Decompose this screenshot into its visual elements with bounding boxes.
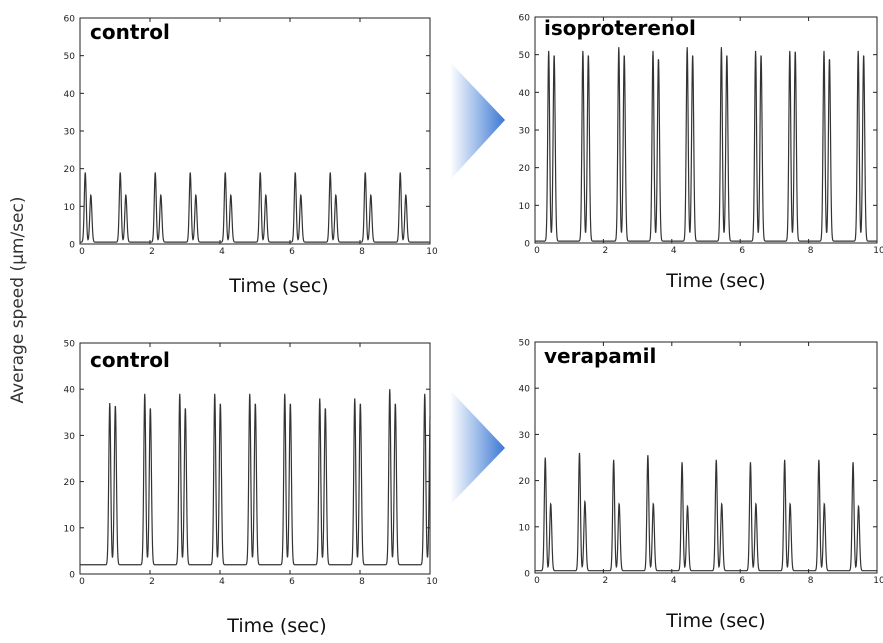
x-tick-label: 2 [149,577,155,587]
chart-panel-1: 0 10 20 30 40 50 60 0 2 4 6 8 10 [64,15,438,258]
chart-panel-4: 0 10 20 30 40 50 0 2 4 6 8 10 [519,339,883,587]
plot-frame [79,342,431,575]
y-tick-label: 30 [64,432,76,442]
x-tick-label: 8 [808,576,814,586]
x-tick-label: 6 [289,577,295,587]
x-tick-label: 10 [426,577,438,587]
plot-frame [534,341,878,574]
y-tick-label: 0 [524,570,530,580]
global-y-axis-label: Average speed (μm/sec) [8,196,28,404]
y-tick-label: 40 [64,386,76,396]
x-tick-label: 4 [671,576,677,586]
x-tick-label: 6 [289,247,295,257]
y-tick-label: 20 [64,478,76,488]
x-tick-label: 4 [219,247,225,257]
series-line [535,47,877,242]
y-tick-label: 10 [519,523,531,533]
y-tick-label: 20 [519,477,531,487]
x-tick-label: 10 [873,246,883,256]
x-tick-label: 6 [739,246,745,256]
x-tick-label: 10 [426,247,438,257]
x-tick-label: 8 [808,246,814,256]
chart-panel-2: 0 10 20 30 40 50 60 0 2 4 6 8 10 [519,14,883,257]
y-tick-label: 50 [64,340,76,350]
y-tick-label: 50 [64,52,76,62]
x-axis-label-bottom-right: Time (sec) [666,610,766,632]
x-axis-label-top-right: Time (sec) [666,270,766,292]
x-tick-label: 2 [149,247,155,257]
panel-title-top-right: isoproterenol [544,16,696,40]
series-line [80,172,430,243]
y-tick-label: 30 [519,127,531,137]
y-tick-label: 10 [64,524,76,534]
chart-panel-3: 0 10 20 30 40 50 0 2 4 6 8 10 [64,340,438,588]
y-tick-label: 10 [519,202,531,212]
x-tick-label: 8 [359,577,365,587]
y-tick-label: 30 [519,431,531,441]
y-tick-label: 40 [519,89,531,99]
x-tick-label: 2 [603,576,609,586]
y-tick-label: 0 [69,571,75,581]
arrows [450,62,505,505]
x-tick-label: 4 [671,246,677,256]
x-tick-label: 2 [603,246,609,256]
x-tick-label: 0 [79,247,85,257]
y-tick-label: 10 [64,203,76,213]
y-tick-label: 50 [519,339,531,349]
x-tick-label: 8 [359,247,365,257]
panel-title-bottom-right: verapamil [544,344,657,368]
series-line [535,452,877,572]
x-tick-label: 6 [739,576,745,586]
y-tick-label: 40 [519,385,531,395]
x-axis-label-top-left: Time (sec) [229,275,329,297]
y-tick-label: 0 [69,241,75,251]
x-tick-label: 0 [79,577,85,587]
series-line [80,389,431,566]
y-tick-label: 40 [64,90,76,100]
y-tick-label: 60 [64,15,76,25]
y-tick-label: 50 [519,51,531,61]
x-tick-label: 4 [219,577,225,587]
panel-title-bottom-left: control [90,348,170,372]
x-tick-label: 10 [873,576,883,586]
arrow-bottom [450,390,505,505]
plot-frame [79,17,431,245]
panel-title-top-left: control [90,20,170,44]
y-tick-label: 30 [64,128,76,138]
y-tick-label: 20 [519,164,531,174]
y-tick-label: 60 [519,14,531,24]
y-tick-label: 20 [64,165,76,175]
x-tick-label: 0 [534,246,540,256]
x-axis-label-bottom-left: Time (sec) [227,615,327,637]
arrow-top [450,62,505,180]
x-tick-label: 0 [534,576,540,586]
y-tick-label: 0 [524,240,530,250]
